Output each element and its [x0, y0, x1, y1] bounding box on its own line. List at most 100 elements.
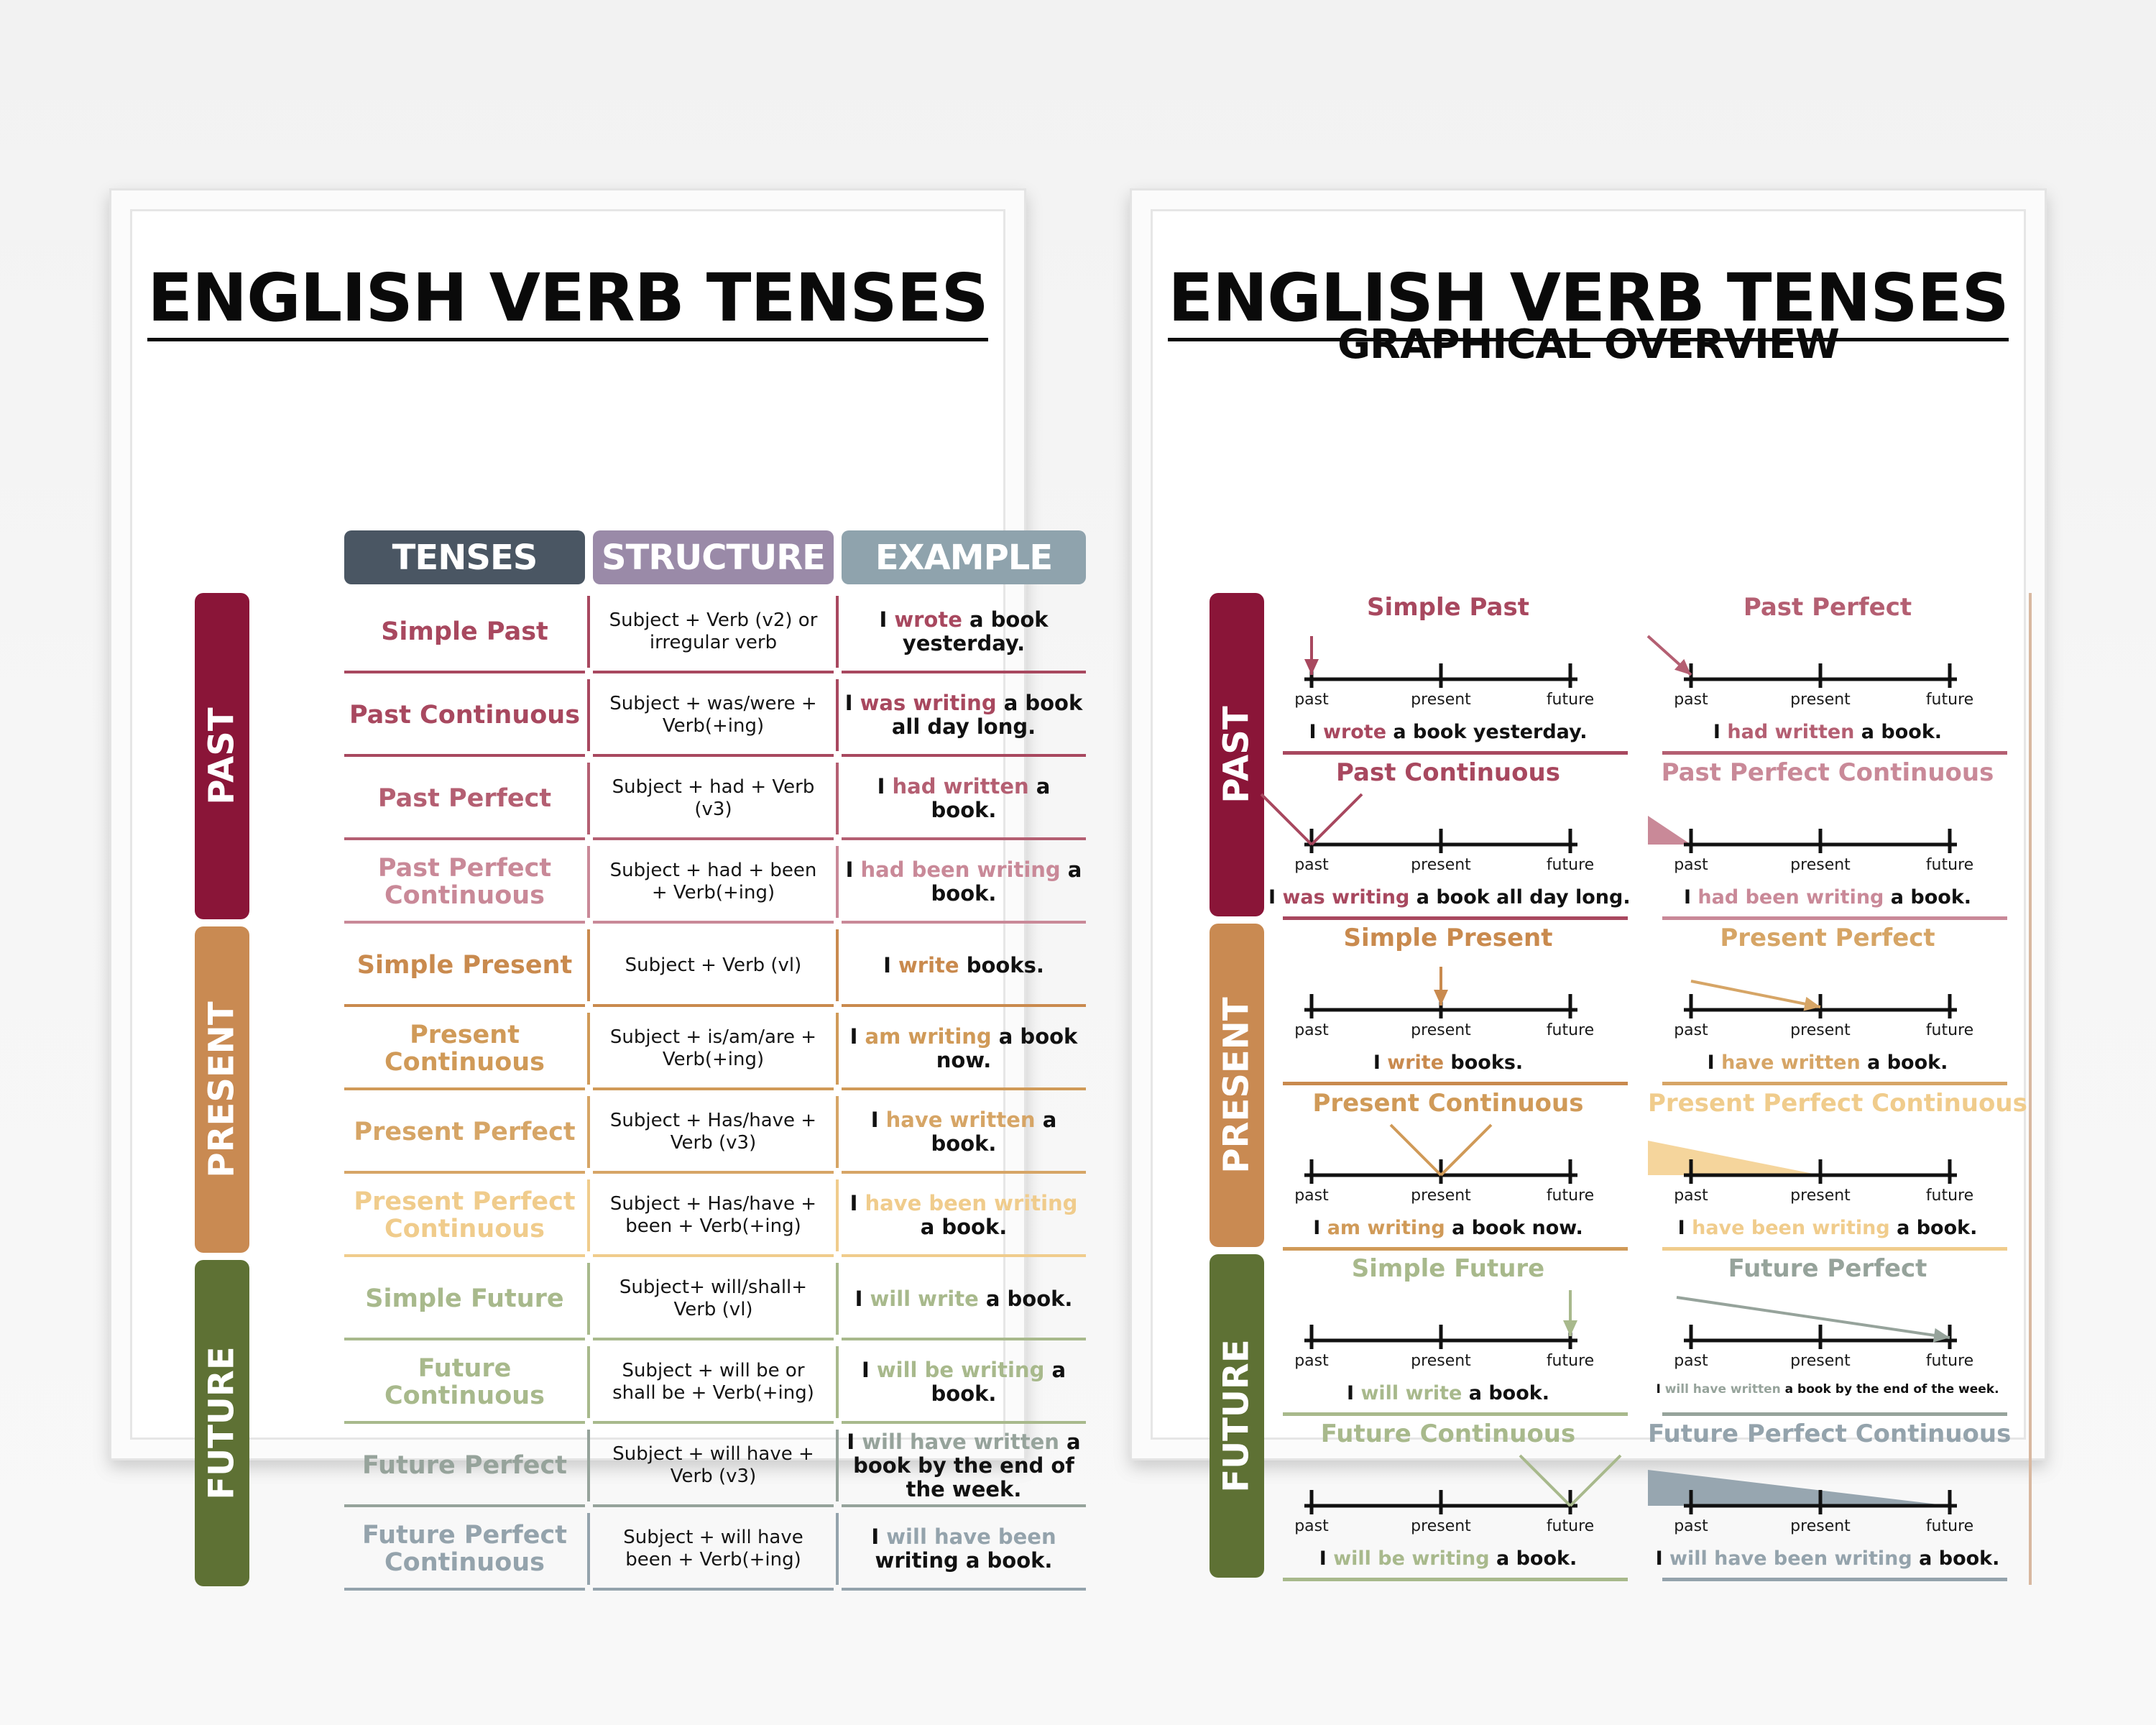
sentence-end: a book. [1889, 1217, 1978, 1239]
timeline-label-past: past [1674, 856, 1708, 874]
group-label: PRESENT [1217, 997, 1258, 1174]
example-cell: I will be writing a book. [844, 1343, 1083, 1421]
tense-name-cell: Simple Future [365, 1284, 564, 1313]
diagram-separator [1283, 1247, 1628, 1251]
diagram-example-sentence: I will write a book. [1268, 1382, 1628, 1404]
sentence-start: I [1319, 1547, 1334, 1570]
structure-cell: Subject + had + been + Verb(+ing) [609, 860, 817, 903]
timeline-label-past: past [1674, 1187, 1708, 1205]
diagram-title: Present Continuous [1312, 1089, 1584, 1118]
row-divider [593, 921, 834, 924]
timeline-diagram [1304, 1454, 1622, 1514]
timeline-label-present: present [1790, 691, 1851, 709]
example-cell: I was writing a book all day long. [844, 676, 1083, 754]
sentence-end: a book all day long. [891, 691, 1083, 739]
example-sentence: I had been writing a book. [844, 858, 1083, 906]
sentence-start: I [1373, 1052, 1388, 1074]
timeline-range-line [1519, 1454, 1572, 1507]
duration-shade [1648, 1141, 1820, 1175]
tense-name-cell: Present Perfect Continuous [354, 1187, 576, 1243]
timeline-label-future: future [1925, 1517, 1974, 1535]
timeline-label-future: future [1546, 1187, 1595, 1205]
group-label: PAST [1217, 706, 1258, 804]
timeline-arrow-head [1803, 996, 1820, 1011]
column-divider [587, 1513, 590, 1585]
example-sentence: I have been writing a book. [844, 1192, 1083, 1239]
group-label: FUTURE [1217, 1339, 1258, 1493]
column-divider [587, 596, 590, 668]
row-divider [344, 1171, 585, 1174]
example-cell: I write books. [844, 926, 1083, 1004]
timeline-label-future: future [1925, 856, 1974, 874]
row-divider [842, 1588, 1086, 1591]
highlighted-verb: have been writing [865, 1191, 1078, 1215]
timeline-label-present: present [1411, 1352, 1471, 1370]
poster-subtitle: GRAPHICAL OVERVIEW [1337, 321, 1840, 368]
structure-cell: Subject + will have been + Verb(+ing) [623, 1527, 803, 1570]
highlighted-verb: write [898, 952, 959, 978]
timeline-label-future: future [1546, 691, 1595, 709]
tense-name-cell: Past Perfect Continuous [377, 854, 552, 910]
example-sentence: I will write a book. [855, 1287, 1073, 1311]
highlighted-verb: have written [885, 1108, 1036, 1132]
row-divider [593, 837, 834, 840]
structure-cell: Subject + was/were + Verb(+ing) [609, 693, 817, 737]
timeline-label-present: present [1411, 691, 1471, 709]
row-divider [842, 1004, 1086, 1007]
column-divider [836, 846, 839, 918]
sentence-end: a book. [1854, 721, 1943, 743]
row-divider [842, 754, 1086, 757]
example-sentence: I wrote a book yesterday. [844, 608, 1083, 656]
timeline-range-line [1439, 1123, 1493, 1177]
diagram-title: Past Perfect [1743, 593, 1912, 622]
group-tab-future: FUTURE [195, 1260, 249, 1586]
diagram-separator [1283, 1578, 1628, 1581]
sentence-start: I [1683, 886, 1698, 908]
timeline-range-line [1260, 793, 1313, 846]
example-sentence: I write books. [883, 952, 1044, 978]
highlighted-verb: was writing [1282, 886, 1410, 908]
example-sentence: I am writing a book now. [844, 1025, 1083, 1072]
diagram-separator [1283, 916, 1628, 920]
row-divider [593, 1171, 834, 1174]
row-divider [344, 671, 585, 673]
example-cell: I have written a book. [844, 1093, 1083, 1171]
row-divider [842, 1254, 1086, 1257]
structure-cell: Subject + Has/have + Verb (v3) [609, 1110, 817, 1154]
row-divider [344, 754, 585, 757]
sentence-start: I [847, 1429, 862, 1454]
example-cell: I will have written a book by the end of… [844, 1427, 1083, 1504]
row-divider [344, 1338, 585, 1340]
duration-shade [1648, 816, 1691, 845]
row-divider [842, 837, 1086, 840]
sentence-start: I [877, 774, 893, 799]
timeline-arrow-shaft [1690, 980, 1821, 1008]
column-divider [836, 929, 839, 1001]
poster-title: ENGLISH VERB TENSES [133, 259, 1003, 341]
sentence-start: I [871, 1524, 887, 1549]
structure-cell: Subject + Verb (vl) [625, 954, 802, 976]
diagram-title: Simple Future [1351, 1254, 1545, 1283]
group-tab-present: PRESENT [195, 926, 249, 1253]
row-divider [344, 1087, 585, 1090]
diagram-title: Present Perfect [1720, 924, 1935, 952]
sentence-end: a book. [1860, 1052, 1948, 1074]
sentence-start: I [1313, 1217, 1327, 1239]
sentence-end: a book all day long. [1409, 886, 1631, 908]
highlighted-verb: will have written [862, 1429, 1059, 1454]
row-divider [593, 1087, 834, 1090]
example-cell: I will have been writing a book. [844, 1510, 1083, 1588]
sentence-end: a book yesterday. [902, 607, 1049, 656]
timeline-range-line [1310, 793, 1363, 846]
timeline-label-future: future [1925, 691, 1974, 709]
structure-cell: Subject + Has/have + been + Verb(+ing) [609, 1193, 817, 1237]
poster-title-text: ENGLISH VERB TENSES [147, 259, 989, 341]
structure-cell: Subject + had + Verb (v3) [612, 776, 815, 820]
column-divider [587, 846, 590, 918]
group-label: PRESENT [202, 1001, 243, 1178]
timeline-label-future: future [1546, 856, 1595, 874]
column-divider [836, 679, 839, 751]
row-divider [593, 671, 834, 673]
timeline-arrow-head [1932, 1328, 1950, 1343]
example-cell: I am writing a book now. [844, 1010, 1083, 1087]
